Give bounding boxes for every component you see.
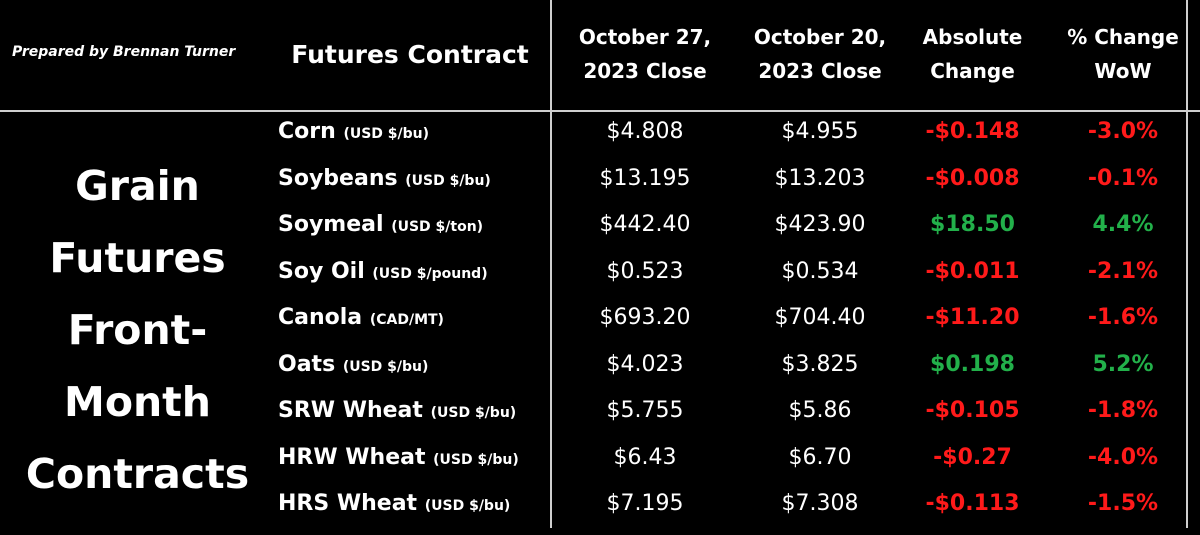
contract-unit: (USD $/pound) <box>372 265 488 282</box>
column-divider-right <box>1186 0 1188 528</box>
absolute-change: -$0.148 <box>925 119 1020 144</box>
section-title-line: Month <box>64 378 211 426</box>
close-oct20: $423.90 <box>774 212 866 237</box>
contract-name: Soymeal (USD $/ton) <box>278 210 483 256</box>
header-close-prior: October 20, 2023 Close <box>735 20 905 88</box>
section-title-line: Front- <box>67 306 208 354</box>
contract-name-label: Soy Oil <box>278 258 373 284</box>
section-title-line: Grain <box>75 162 200 210</box>
contract-unit: (USD $/bu) <box>424 498 511 514</box>
absolute-change: -$0.113 <box>925 491 1020 516</box>
close-oct27: $442.40 <box>599 212 691 237</box>
percent-change: 5.2% <box>1092 351 1154 377</box>
contract-name: Corn (USD $/bu) <box>278 117 429 163</box>
absolute-change: -$0.27 <box>933 444 1012 470</box>
header-pct-change-line1: % Change <box>1067 25 1179 49</box>
close-oct27: $693.20 <box>599 305 691 330</box>
header-pct-change: % Change WoW <box>1048 20 1198 88</box>
absolute-change: -$0.008 <box>925 165 1020 191</box>
close-oct27: $5.755 <box>606 398 684 423</box>
section-title-line: Contracts <box>25 450 250 498</box>
close-oct20: $3.825 <box>781 351 859 377</box>
contract-unit: (USD $/ton) <box>391 219 484 235</box>
header-absolute-change: Absolute Change <box>900 20 1045 88</box>
close-oct20: $7.308 <box>781 491 859 516</box>
table-row: HRW Wheat (USD $/bu) $6.43 $6.70 -$0.27 -4.0… <box>0 443 1200 489</box>
close-oct27: $0.523 <box>606 258 684 284</box>
contract-name: Soybeans (USD $/bu) <box>278 164 491 210</box>
column-divider-left <box>550 0 552 528</box>
percent-change: -4.0% <box>1087 444 1159 470</box>
contract-name-label: Soybeans <box>278 165 406 191</box>
close-oct20: $4.955 <box>781 119 859 144</box>
contract-name-label: Canola <box>278 305 370 330</box>
percent-change: -0.1% <box>1087 165 1159 191</box>
percent-change: -1.8% <box>1087 398 1159 423</box>
header-close-prior-line1: October 20, <box>753 25 887 49</box>
header-close-current: October 27, 2023 Close <box>560 20 730 88</box>
header-pct-change-line2: WoW <box>1094 59 1152 83</box>
contract-name-label: Soymeal <box>278 212 392 237</box>
contract-name: SRW Wheat (USD $/bu) <box>278 396 516 442</box>
table-row: HRS Wheat (USD $/bu) $7.195 $7.308 -$0.113 -… <box>0 489 1200 535</box>
absolute-change: $18.50 <box>930 212 1015 237</box>
table-row: Corn (USD $/bu) $4.808 $4.955 -$0.148 -3.0% <box>0 117 1200 163</box>
contract-name-label: SRW Wheat <box>278 398 431 423</box>
absolute-change: -$0.105 <box>925 398 1020 423</box>
header-absolute-change-line1: Absolute <box>922 25 1023 49</box>
table-row: Soybeans (USD $/bu) $13.195 $13.203 -$0.008… <box>0 164 1200 210</box>
header-close-current-line1: October 27, <box>578 25 712 49</box>
contract-name-label: Oats <box>278 351 343 377</box>
close-oct20: $704.40 <box>774 305 866 330</box>
header-close-current-line2: 2023 Close <box>583 59 707 83</box>
close-oct27: $7.195 <box>606 491 684 516</box>
close-oct27: $13.195 <box>599 165 691 191</box>
percent-change: -1.5% <box>1087 491 1159 516</box>
contract-name: Soy Oil (USD $/pound) <box>278 257 488 303</box>
close-oct27: $6.43 <box>613 444 677 470</box>
contract-unit: (USD $/bu) <box>430 405 517 421</box>
close-oct27: $4.023 <box>606 351 684 377</box>
contract-name: HRW Wheat (USD $/bu) <box>278 443 519 489</box>
contract-unit: (CAD/MT) <box>369 312 444 328</box>
section-title-line: Futures <box>49 234 226 282</box>
table-row: Soy Oil (USD $/pound) $0.523 $0.534 -$0.011… <box>0 257 1200 303</box>
header-futures-contract: Futures Contract <box>291 40 529 69</box>
absolute-change: -$0.011 <box>925 258 1020 284</box>
contract-unit: (USD $/bu) <box>433 451 519 468</box>
percent-change: -3.0% <box>1087 119 1159 144</box>
absolute-change: $0.198 <box>930 351 1015 377</box>
table-row: Oats (USD $/bu) $4.023 $3.825 $0.198 5.2% <box>0 350 1200 396</box>
close-oct20: $5.86 <box>788 398 852 423</box>
percent-change: -2.1% <box>1087 258 1159 284</box>
prepared-by-credit: Prepared by Brennan Turner <box>12 44 236 60</box>
contract-name-label: Corn <box>278 119 344 144</box>
percent-change: -1.6% <box>1087 305 1159 330</box>
table-row: SRW Wheat (USD $/bu) $5.755 $5.86 -$0.105 -1… <box>0 396 1200 442</box>
close-oct20: $13.203 <box>774 165 866 191</box>
header-absolute-change-line2: Change <box>930 59 1015 83</box>
percent-change: 4.4% <box>1092 212 1154 237</box>
contract-name-label: HRS Wheat <box>278 491 425 516</box>
table-row: Soymeal (USD $/ton) $442.40 $423.90 $18.50 4… <box>0 210 1200 256</box>
contract-unit: (USD $/bu) <box>343 126 430 142</box>
close-oct27: $4.808 <box>606 119 684 144</box>
section-title: Grain Futures Front- Month Contracts <box>10 150 265 510</box>
close-oct20: $0.534 <box>781 258 859 284</box>
contract-unit: (USD $/bu) <box>342 358 429 375</box>
header-close-prior-line2: 2023 Close <box>758 59 882 83</box>
absolute-change: -$11.20 <box>925 305 1020 330</box>
header-divider <box>0 110 1200 112</box>
contract-name: Canola (CAD/MT) <box>278 303 444 349</box>
contract-name: Oats (USD $/bu) <box>278 350 428 396</box>
contract-name: HRS Wheat (USD $/bu) <box>278 489 510 535</box>
contract-name-label: HRW Wheat <box>278 444 434 470</box>
table-row: Canola (CAD/MT) $693.20 $704.40 -$11.20 -1.6… <box>0 303 1200 349</box>
contract-unit: (USD $/bu) <box>405 172 491 189</box>
close-oct20: $6.70 <box>788 444 852 470</box>
